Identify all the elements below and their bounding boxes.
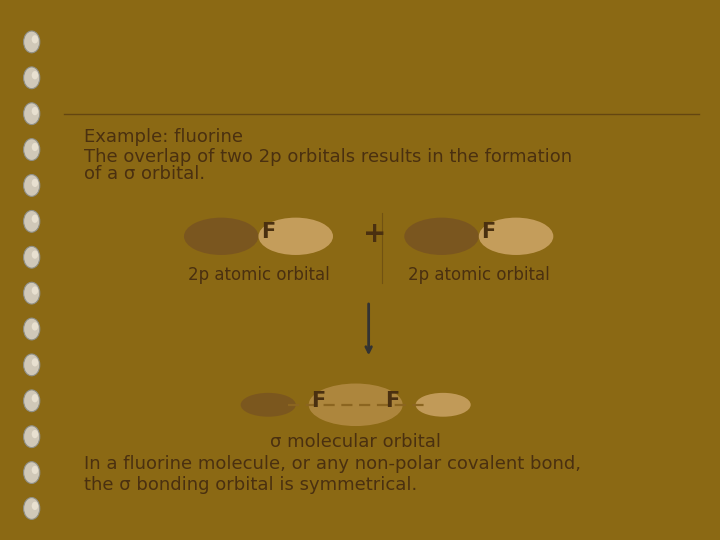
Text: of a σ orbital.: of a σ orbital. xyxy=(84,165,204,183)
Ellipse shape xyxy=(258,218,333,255)
Text: Example: fluorine: Example: fluorine xyxy=(84,129,243,146)
Ellipse shape xyxy=(309,383,402,426)
Text: the σ bonding orbital is symmetrical.: the σ bonding orbital is symmetrical. xyxy=(84,476,417,494)
Ellipse shape xyxy=(32,322,38,330)
Ellipse shape xyxy=(24,426,40,448)
Ellipse shape xyxy=(24,462,40,483)
Ellipse shape xyxy=(415,393,471,417)
Ellipse shape xyxy=(32,71,38,79)
Text: The overlap of two 2p orbitals results in the formation: The overlap of two 2p orbitals results i… xyxy=(84,148,572,166)
Text: +: + xyxy=(364,220,387,248)
Ellipse shape xyxy=(24,246,40,268)
Ellipse shape xyxy=(32,286,38,295)
Ellipse shape xyxy=(24,31,40,53)
Ellipse shape xyxy=(32,214,38,223)
Text: F: F xyxy=(482,222,495,242)
Text: 2p atomic orbital: 2p atomic orbital xyxy=(408,266,549,284)
Text: F: F xyxy=(385,390,400,410)
Text: Non-polar (pure) covalent bonds: Non-polar (pure) covalent bonds xyxy=(50,40,714,75)
Ellipse shape xyxy=(32,143,38,151)
Ellipse shape xyxy=(479,218,554,255)
Ellipse shape xyxy=(24,139,40,160)
Ellipse shape xyxy=(24,211,40,232)
Text: σ molecular orbital: σ molecular orbital xyxy=(270,433,441,451)
Ellipse shape xyxy=(24,390,40,411)
Ellipse shape xyxy=(24,67,40,89)
Ellipse shape xyxy=(32,394,38,402)
Text: In a fluorine molecule, or any non-polar covalent bond,: In a fluorine molecule, or any non-polar… xyxy=(84,455,580,474)
Ellipse shape xyxy=(32,358,38,367)
Text: 2p atomic orbital: 2p atomic orbital xyxy=(188,266,329,284)
Ellipse shape xyxy=(24,354,40,376)
Text: F: F xyxy=(312,390,326,410)
Ellipse shape xyxy=(184,218,258,255)
Ellipse shape xyxy=(32,35,38,43)
Ellipse shape xyxy=(32,502,38,510)
Ellipse shape xyxy=(24,318,40,340)
Ellipse shape xyxy=(24,282,40,304)
Ellipse shape xyxy=(32,466,38,474)
Ellipse shape xyxy=(405,218,479,255)
Ellipse shape xyxy=(24,497,40,519)
Ellipse shape xyxy=(32,107,38,115)
Ellipse shape xyxy=(32,251,38,259)
Text: F: F xyxy=(261,222,275,242)
Ellipse shape xyxy=(240,393,296,417)
Ellipse shape xyxy=(32,430,38,438)
Ellipse shape xyxy=(32,179,38,187)
Ellipse shape xyxy=(24,174,40,197)
Ellipse shape xyxy=(24,103,40,125)
